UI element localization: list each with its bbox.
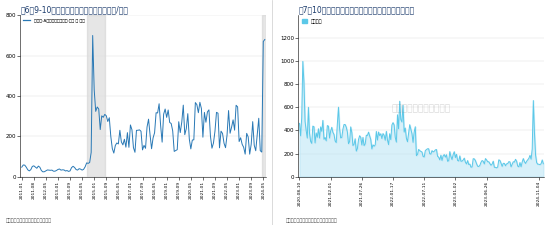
Bar: [262, 15, 266, 177]
Bar: [87, 15, 104, 177]
Text: 资料来源：万得，信达证券研发中心: 资料来源：万得，信达证券研发中心: [6, 218, 52, 223]
Text: 图7：10月下旬股票开户搜索指数下降（单位：点数）: 图7：10月下旬股票开户搜索指数下降（单位：点数）: [298, 6, 415, 15]
Text: 公众号：樊继拓投资策略: 公众号：樊继拓投资策略: [392, 104, 451, 113]
Legend: 上证所:A股账户新增开户数:合计 月 万户: 上证所:A股账户新增开户数:合计 月 万户: [23, 18, 85, 23]
Text: 图6：9-10月开户数大幅回升（单位：万户/月）: 图6：9-10月开户数大幅回升（单位：万户/月）: [20, 6, 128, 15]
Text: 资料来源：百度指数，信达证券研发中心: 资料来源：百度指数，信达证券研发中心: [286, 218, 338, 223]
Legend: 股票开户: 股票开户: [301, 18, 323, 25]
